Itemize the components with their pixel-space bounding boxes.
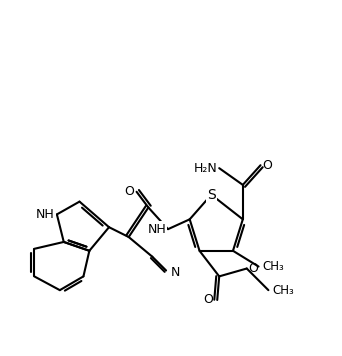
Text: NH: NH xyxy=(147,222,166,236)
Text: O: O xyxy=(125,185,135,198)
Text: H₂N: H₂N xyxy=(194,162,217,175)
Text: S: S xyxy=(207,188,216,202)
Text: O: O xyxy=(249,262,259,275)
Text: N: N xyxy=(171,266,180,279)
Text: CH₃: CH₃ xyxy=(272,284,294,297)
Text: O: O xyxy=(263,159,272,172)
Text: O: O xyxy=(203,293,213,307)
Text: CH₃: CH₃ xyxy=(263,260,284,273)
Text: NH: NH xyxy=(36,208,55,221)
